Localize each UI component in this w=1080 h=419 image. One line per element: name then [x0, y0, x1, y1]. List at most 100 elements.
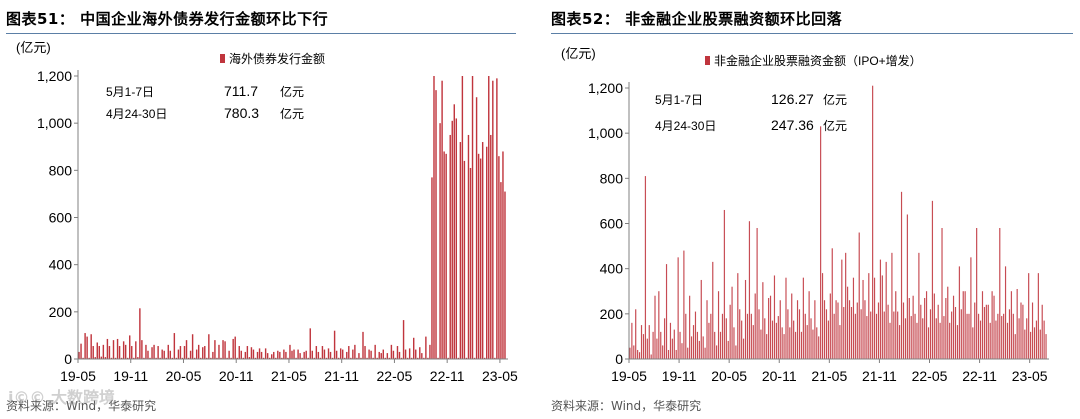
bar: [279, 351, 281, 359]
bar: [244, 351, 247, 359]
bar: [384, 357, 387, 359]
bar: [396, 346, 399, 359]
bar: [94, 357, 96, 359]
bar: [193, 357, 196, 359]
bar: [337, 357, 340, 359]
bar: [96, 342, 98, 359]
bar: [433, 76, 435, 359]
bar: [459, 142, 462, 359]
bar: [356, 357, 358, 359]
bar: [114, 357, 117, 359]
bar: [258, 348, 261, 359]
equity-financing-chart: (亿元) 0 200 400 600 800 1,000 1,200 19-05 19-11 20-…: [561, 46, 1049, 384]
annotation-period: 5月1-7日: [106, 85, 154, 99]
bar: [266, 353, 269, 359]
bar: [218, 344, 220, 359]
bar: [402, 320, 405, 359]
bar: [275, 357, 277, 359]
bar: [329, 351, 332, 359]
bar: [202, 347, 204, 359]
chart-panel-52: 图表52： 非金融企业股票融资额环比回落 (亿元) 0 200 400 600 800 1,…: [551, 0, 1073, 419]
bar: [388, 357, 391, 359]
bar: [242, 357, 245, 359]
bar: [392, 350, 395, 359]
bar: [455, 118, 458, 359]
bar: [133, 357, 135, 359]
chart-title: 图表52： 非金融企业股票融资额环比回落: [551, 10, 843, 28]
bar: [378, 351, 380, 359]
bar: [124, 344, 127, 359]
bar: [445, 153, 447, 359]
bar: [327, 348, 330, 359]
annotation-value: 780.3: [224, 105, 259, 121]
annotation-period: 4月24-30日: [655, 119, 716, 133]
bar: [197, 344, 200, 359]
bar: [305, 350, 307, 359]
chart-title: 图表51： 中国企业海外债券发行金额环比下行: [6, 10, 329, 28]
bar: [471, 76, 474, 359]
bar: [139, 308, 141, 359]
annotation-unit: 亿元: [823, 118, 847, 133]
bar: [467, 134, 470, 359]
bar: [238, 346, 240, 359]
bar: [421, 353, 423, 359]
watermark-logo: i©© 大数跨境: [8, 388, 116, 407]
bar: [171, 357, 174, 359]
y-tick-label: 200: [49, 304, 73, 320]
bar: [271, 354, 273, 359]
bar: [102, 344, 105, 359]
bar: [372, 357, 374, 359]
x-tick-label: 19-05: [611, 368, 647, 384]
bar: [412, 337, 415, 359]
bar: [187, 357, 190, 359]
bar: [248, 357, 251, 359]
bar: [502, 151, 504, 359]
bar: [191, 334, 194, 359]
bar: [254, 357, 257, 359]
bar: [289, 344, 291, 359]
bar: [281, 357, 283, 359]
bar: [447, 357, 449, 359]
bar: [380, 353, 382, 359]
bar: [342, 349, 344, 359]
x-tick-label: 19-05: [60, 368, 96, 384]
x-tick-label: 20-05: [166, 368, 202, 384]
bar: [277, 350, 279, 359]
bar: [400, 357, 403, 359]
bar: [352, 349, 354, 359]
bar: [415, 349, 417, 359]
bar: [311, 350, 313, 359]
bar: [423, 357, 425, 359]
y-tick-label: 400: [49, 257, 73, 273]
x-tick-label: 22-05: [912, 368, 948, 384]
bar: [348, 346, 350, 359]
y-tick-label: 1,200: [588, 80, 623, 96]
bar: [335, 350, 338, 359]
bar: [427, 357, 429, 359]
bar: [118, 346, 121, 359]
bar: [374, 344, 376, 359]
bar: [443, 151, 445, 359]
bar: [240, 350, 242, 359]
source-note: 资料来源：Wind，华泰研究: [551, 399, 702, 413]
bar: [208, 334, 210, 359]
bar: [386, 353, 389, 359]
bar: [339, 348, 342, 359]
bar: [169, 350, 172, 359]
bar: [143, 357, 145, 359]
bar: [486, 146, 488, 359]
bar: [273, 351, 275, 359]
bar: [350, 357, 352, 359]
bar: [309, 328, 311, 359]
bar: [283, 349, 285, 359]
bar: [295, 357, 297, 359]
bar: [260, 351, 263, 359]
y-tick-label: 600: [49, 210, 73, 226]
x-tick-label: 22-05: [377, 368, 413, 384]
bar: [175, 357, 178, 359]
bar: [293, 349, 295, 359]
bar: [84, 333, 86, 359]
bar: [230, 357, 232, 359]
bar: [297, 349, 299, 359]
bar: [177, 349, 180, 359]
